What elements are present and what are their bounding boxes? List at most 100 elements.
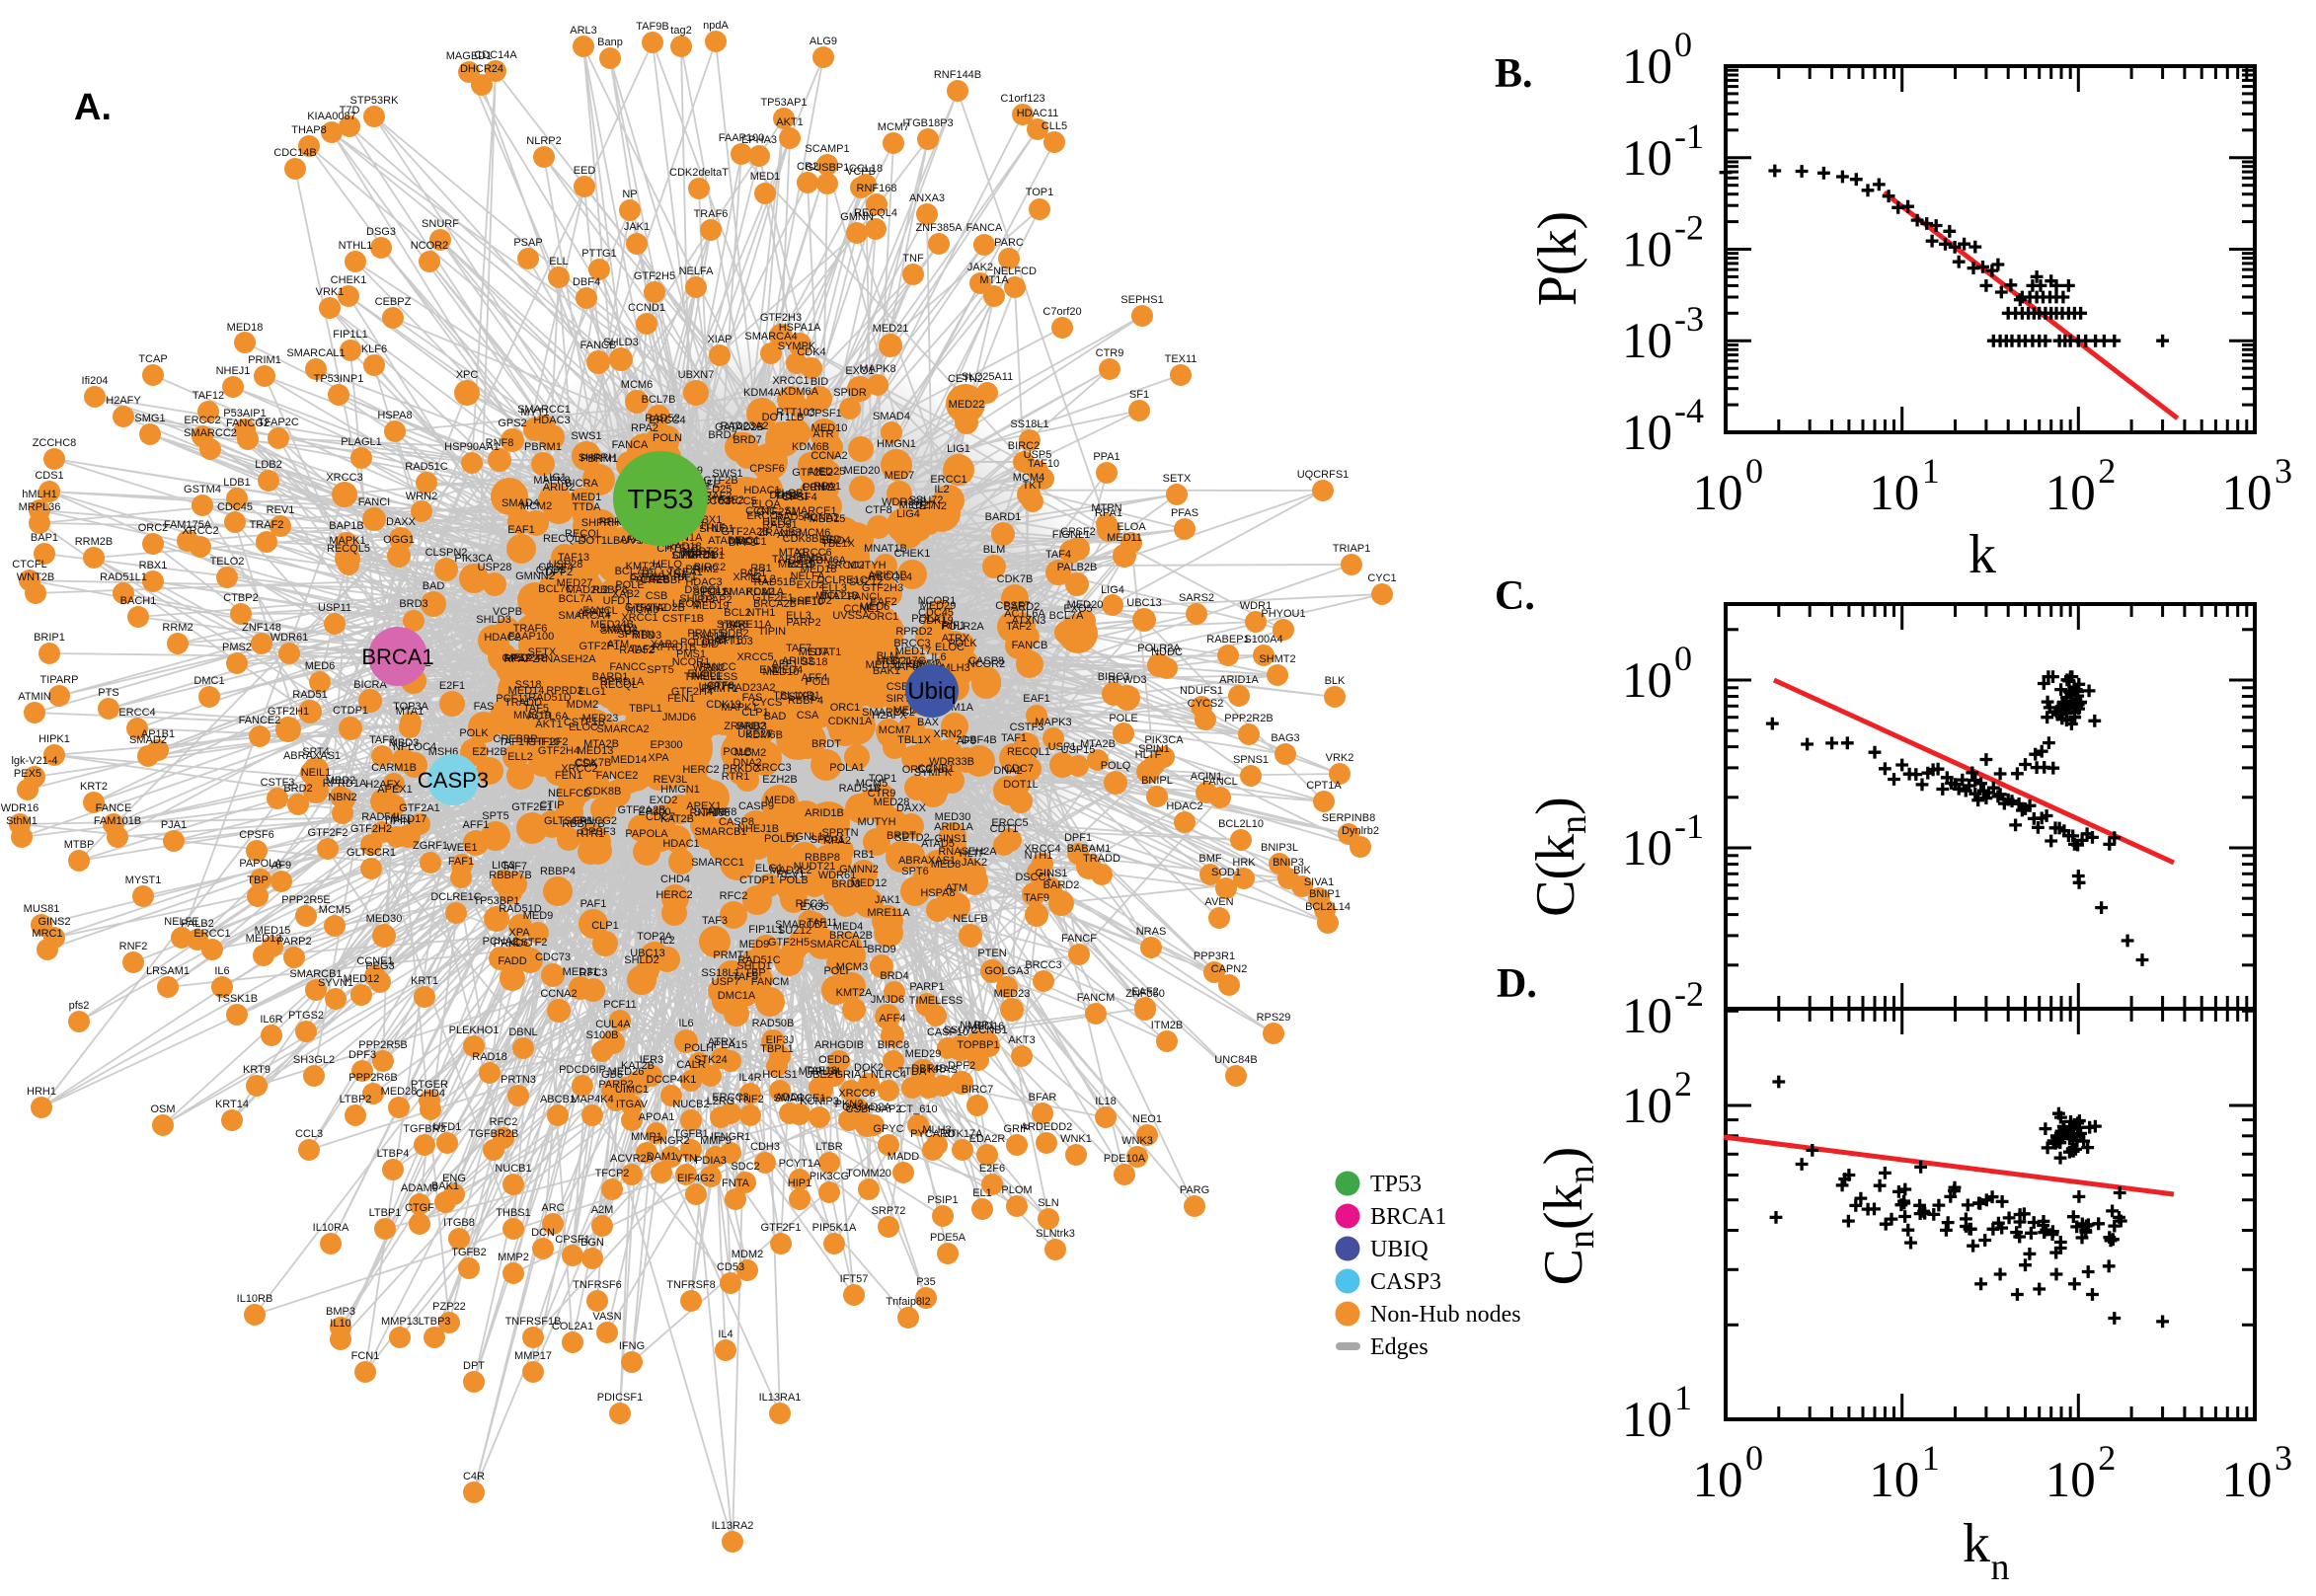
svg-text:GRIP: GRIP bbox=[1004, 1123, 1031, 1135]
svg-text:CSTF3: CSTF3 bbox=[1010, 722, 1044, 733]
svg-text:S100A4: S100A4 bbox=[1244, 634, 1282, 646]
svg-text:KAT2B: KAT2B bbox=[621, 1060, 655, 1072]
svg-text:POLD1: POLD1 bbox=[764, 833, 800, 845]
svg-text:NCOR1: NCOR1 bbox=[672, 656, 711, 668]
svg-text:JMJD6: JMJD6 bbox=[871, 994, 904, 1006]
svg-text:TBPL1: TBPL1 bbox=[760, 1043, 794, 1055]
svg-text:NUDT21: NUDT21 bbox=[683, 546, 726, 558]
svg-text:TBL1XR1: TBL1XR1 bbox=[640, 569, 687, 580]
svg-text:MED17: MED17 bbox=[391, 813, 427, 825]
svg-text:STAT3: STAT3 bbox=[694, 806, 727, 818]
svg-text:RTT103: RTT103 bbox=[714, 636, 753, 647]
svg-text:TAF12: TAF12 bbox=[193, 390, 224, 402]
svg-text:NUDC: NUDC bbox=[1151, 646, 1183, 658]
svg-text:ERCC2: ERCC2 bbox=[184, 415, 220, 426]
svg-text:MDM2: MDM2 bbox=[567, 699, 598, 711]
svg-text:HDAC1: HDAC1 bbox=[662, 838, 699, 850]
svg-text:GTF2H4: GTF2H4 bbox=[538, 745, 579, 757]
svg-text:MED13: MED13 bbox=[246, 933, 282, 945]
svg-text:DCCP4K1: DCCP4K1 bbox=[647, 1074, 697, 1086]
svg-text:SNURF: SNURF bbox=[422, 218, 459, 230]
svg-text:AF9: AF9 bbox=[957, 735, 976, 747]
svg-text:EAF2: EAF2 bbox=[1131, 986, 1159, 998]
svg-text:SHLD3: SHLD3 bbox=[476, 614, 510, 626]
svg-text:RPS29: RPS29 bbox=[1257, 1012, 1291, 1024]
svg-text:MUTYH: MUTYH bbox=[857, 816, 895, 828]
svg-text:10: 10 bbox=[1869, 1453, 1919, 1508]
svg-text:MED30: MED30 bbox=[935, 811, 971, 823]
svg-text:BRD2: BRD2 bbox=[283, 783, 312, 795]
svg-text:ORC1: ORC1 bbox=[869, 611, 899, 623]
svg-text:Tnfaip8l2: Tnfaip8l2 bbox=[886, 1296, 930, 1308]
svg-text:TRIAP1: TRIAP1 bbox=[1333, 543, 1371, 555]
svg-text:FANCM: FANCM bbox=[751, 976, 790, 988]
svg-text:CDK8B: CDK8B bbox=[585, 786, 622, 798]
svg-text:KLF6: KLF6 bbox=[361, 343, 387, 355]
svg-text:SMARCA2: SMARCA2 bbox=[596, 723, 649, 735]
svg-text:RAD23A2: RAD23A2 bbox=[728, 682, 776, 694]
svg-text:CSTF1B: CSTF1B bbox=[564, 717, 605, 728]
svg-text:BARD1: BARD1 bbox=[592, 671, 629, 683]
svg-text:CCNE1: CCNE1 bbox=[843, 603, 880, 615]
svg-text:RECQL: RECQL bbox=[565, 528, 602, 540]
svg-text:MMP17: MMP17 bbox=[514, 1350, 552, 1362]
svg-text:10: 10 bbox=[2046, 466, 2096, 521]
svg-text:MED31: MED31 bbox=[563, 966, 599, 978]
svg-text:PARP2: PARP2 bbox=[786, 617, 820, 629]
svg-text:MED19: MED19 bbox=[693, 600, 730, 612]
svg-text:DAM1: DAM1 bbox=[647, 1151, 677, 1163]
svg-text:NCOR1: NCOR1 bbox=[918, 595, 957, 607]
svg-text:MED27: MED27 bbox=[899, 499, 936, 511]
svg-text:FADD: FADD bbox=[498, 955, 526, 967]
svg-text:APAF1: APAF1 bbox=[578, 607, 611, 619]
svg-text:BNIPL: BNIPL bbox=[1141, 775, 1173, 787]
svg-text:CASP8: CASP8 bbox=[719, 816, 754, 828]
svg-text:MED15: MED15 bbox=[810, 513, 846, 525]
svg-text:ELOA: ELOA bbox=[1117, 521, 1146, 533]
svg-text:BRD7: BRD7 bbox=[733, 434, 761, 446]
svg-text:-1: -1 bbox=[1674, 806, 1704, 846]
svg-text:XAB2: XAB2 bbox=[612, 588, 640, 600]
svg-text:RTR1: RTR1 bbox=[577, 828, 605, 840]
svg-text:ATM: ATM bbox=[946, 882, 967, 894]
svg-text:CHD4: CHD4 bbox=[416, 1088, 445, 1100]
svg-text:CDK8B: CDK8B bbox=[783, 533, 819, 545]
svg-text:BAG3: BAG3 bbox=[1271, 732, 1299, 744]
svg-text:EZH2B: EZH2B bbox=[472, 746, 506, 758]
svg-text:MED14: MED14 bbox=[611, 754, 648, 766]
svg-text:SPT5: SPT5 bbox=[482, 810, 509, 822]
svg-text:MAPK8: MAPK8 bbox=[533, 475, 570, 487]
svg-text:SHLD3: SHLD3 bbox=[603, 337, 638, 348]
svg-text:NBN2: NBN2 bbox=[328, 792, 356, 803]
svg-text:SMARCAL1: SMARCAL1 bbox=[810, 939, 868, 950]
svg-text:FANCI: FANCI bbox=[848, 591, 880, 603]
svg-text:BGN: BGN bbox=[580, 1237, 604, 1249]
svg-text:STP53RK: STP53RK bbox=[350, 95, 400, 107]
svg-text:AFF4: AFF4 bbox=[880, 1013, 906, 1025]
svg-text:NLRP2: NLRP2 bbox=[526, 135, 561, 147]
svg-text:ATRX: ATRX bbox=[708, 1036, 736, 1048]
svg-text:3: 3 bbox=[2275, 1438, 2292, 1478]
svg-text:REV1: REV1 bbox=[267, 504, 295, 516]
svg-text:POLK: POLK bbox=[459, 727, 489, 739]
svg-text:TCEA1: TCEA1 bbox=[774, 491, 809, 502]
svg-text:CPSF4: CPSF4 bbox=[782, 492, 816, 503]
svg-text:ADD1: ADD1 bbox=[775, 1092, 804, 1103]
svg-text:RAD51C: RAD51C bbox=[405, 461, 447, 473]
svg-text:BACH1: BACH1 bbox=[120, 595, 157, 607]
svg-text:AVEN: AVEN bbox=[1204, 896, 1233, 908]
svg-text:TIPIN: TIPIN bbox=[383, 815, 411, 827]
svg-text:POLA1: POLA1 bbox=[911, 613, 946, 625]
svg-text:IL4: IL4 bbox=[718, 1329, 733, 1340]
svg-text:USP5: USP5 bbox=[1024, 449, 1052, 461]
svg-text:CTF8: CTF8 bbox=[865, 504, 892, 516]
svg-text:KDM6B: KDM6B bbox=[792, 441, 829, 453]
svg-text:SRP72: SRP72 bbox=[872, 1205, 906, 1217]
svg-text:RAD51L1: RAD51L1 bbox=[100, 571, 147, 583]
svg-text:BIRC2: BIRC2 bbox=[1008, 440, 1040, 452]
svg-text:GTF2B: GTF2B bbox=[630, 571, 664, 583]
svg-text:PFAS: PFAS bbox=[1171, 507, 1198, 519]
svg-text:DOK2: DOK2 bbox=[854, 1062, 884, 1074]
svg-text:ARID1A: ARID1A bbox=[934, 821, 973, 833]
svg-text:TAF4: TAF4 bbox=[1045, 549, 1071, 561]
